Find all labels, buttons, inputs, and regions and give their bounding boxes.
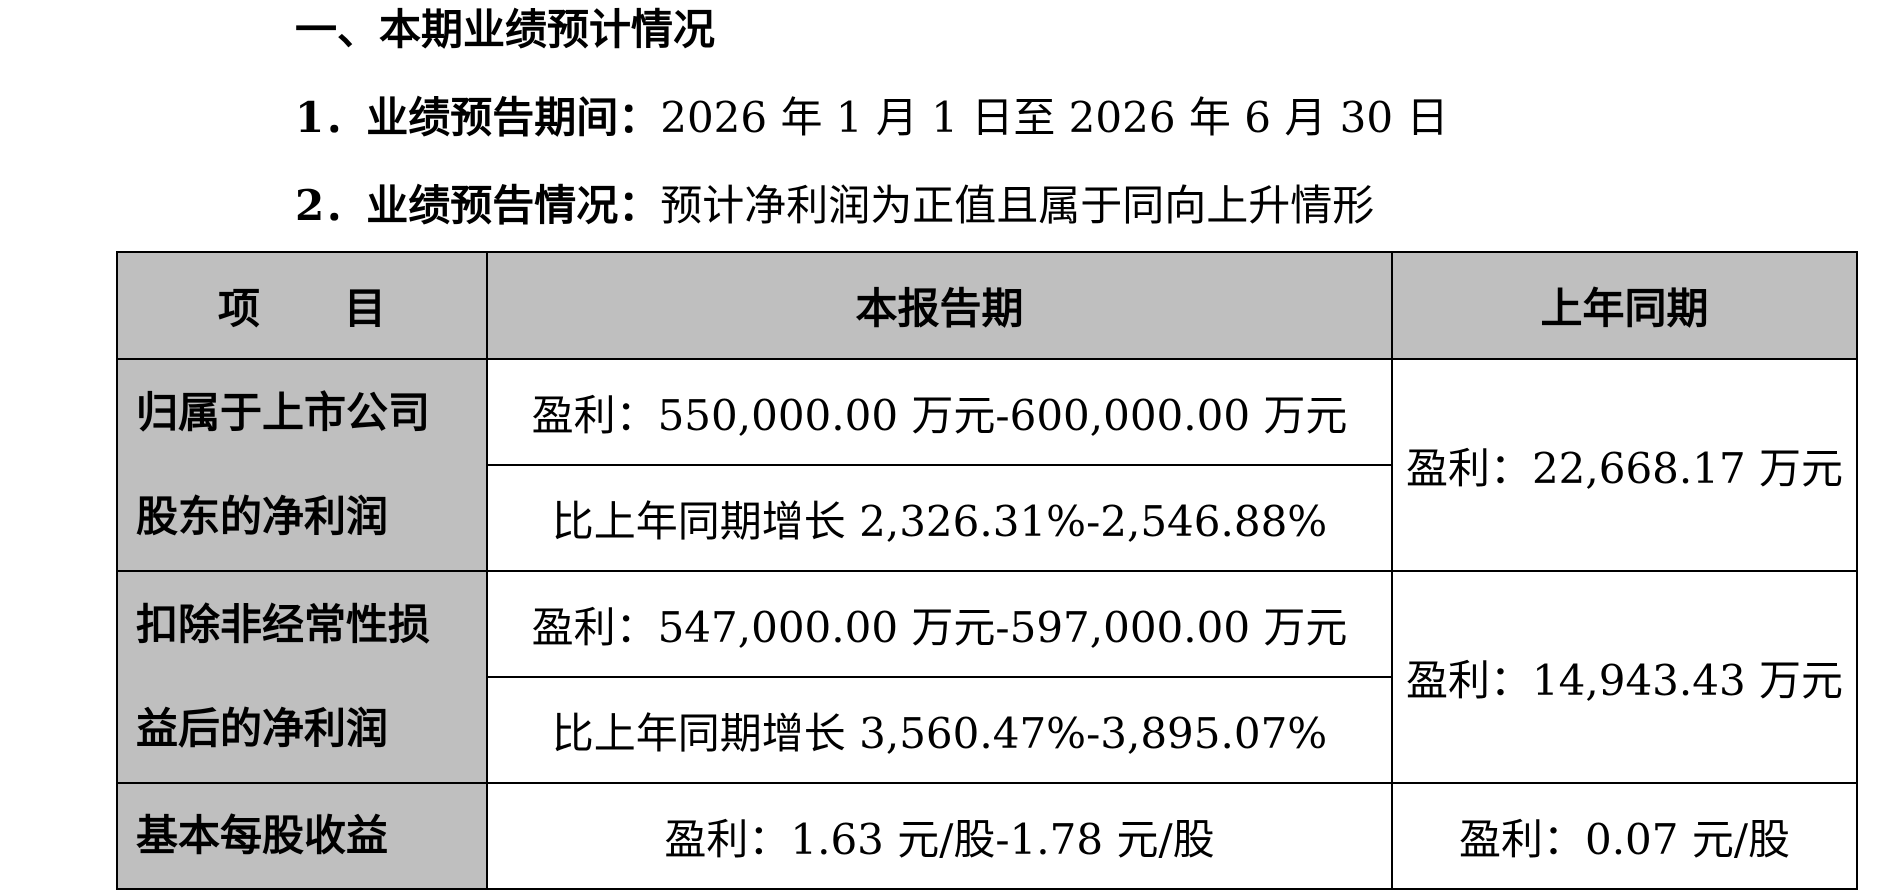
table-header-row: 项目 本报告期 上年同期 [116, 251, 1858, 360]
cell-prior-profit: 盈利：14,943.43 万元 [1391, 570, 1858, 784]
header-current-period: 本报告期 [486, 251, 1393, 360]
forecast-period-value: 2026 年 1 月 1 日至 2026 年 6 月 30 日 [660, 93, 1449, 142]
table-row: 基本每股收益 盈利：1.63 元/股-1.78 元/股 盈利：0.07 元/股 [116, 782, 1858, 890]
row-label-eps: 基本每股收益 [116, 782, 488, 890]
header-item: 项目 [116, 251, 488, 360]
performance-table: 项目 本报告期 上年同期 归属于上市公司 股东的净利润 盈利：550,000.0… [116, 251, 1858, 890]
row-label-net-profit: 归属于上市公司 股东的净利润 [116, 358, 488, 572]
cell-prior-profit: 盈利：22,668.17 万元 [1391, 358, 1858, 572]
forecast-situation-label: 2．业绩预告情况： [295, 181, 661, 230]
forecast-situation: 2．业绩预告情况：预计净利润为正值且属于同向上升情形 [295, 178, 1374, 234]
forecast-period: 1．业绩预告期间：2026 年 1 月 1 日至 2026 年 6 月 30 日 [295, 90, 1448, 146]
section-heading: 一、本期业绩预计情况 [295, 5, 716, 54]
row-label-line1: 归属于上市公司 [136, 388, 431, 437]
forecast-situation-value: 预计净利润为正值且属于同向上升情形 [660, 181, 1375, 230]
table-row: 扣除非经常性损 益后的净利润 盈利：547,000.00 万元-597,000.… [116, 570, 1858, 784]
row-label-adjusted-net-profit: 扣除非经常性损 益后的净利润 [116, 570, 488, 784]
header-item-char-a: 项 [217, 284, 260, 333]
cell-current-eps: 盈利：1.63 元/股-1.78 元/股 [486, 782, 1393, 890]
table-row: 归属于上市公司 股东的净利润 盈利：550,000.00 万元-600,000.… [116, 358, 1858, 572]
cell-current-growth: 比上年同期增长 2,326.31%-2,546.88% [486, 464, 1393, 572]
header-prior-period: 上年同期 [1391, 251, 1858, 360]
cell-current-profit: 盈利：550,000.00 万元-600,000.00 万元 [486, 358, 1393, 466]
cell-current-profit: 盈利：547,000.00 万元-597,000.00 万元 [486, 570, 1393, 678]
table-row: 比上年同期增长 3,560.47%-3,895.07% [117, 676, 1857, 784]
row-label-line1: 扣除非经常性损 [136, 600, 431, 649]
cell-current-growth: 比上年同期增长 3,560.47%-3,895.07% [486, 676, 1393, 784]
cell-prior-eps: 盈利：0.07 元/股 [1391, 782, 1858, 890]
header-item-char-b: 目 [344, 284, 387, 333]
row-label-line2: 股东的净利润 [136, 492, 389, 541]
table-row: 比上年同期增长 2,326.31%-2,546.88% [117, 464, 1857, 572]
row-label-line2: 益后的净利润 [136, 704, 389, 753]
forecast-period-label: 1．业绩预告期间： [295, 93, 661, 142]
